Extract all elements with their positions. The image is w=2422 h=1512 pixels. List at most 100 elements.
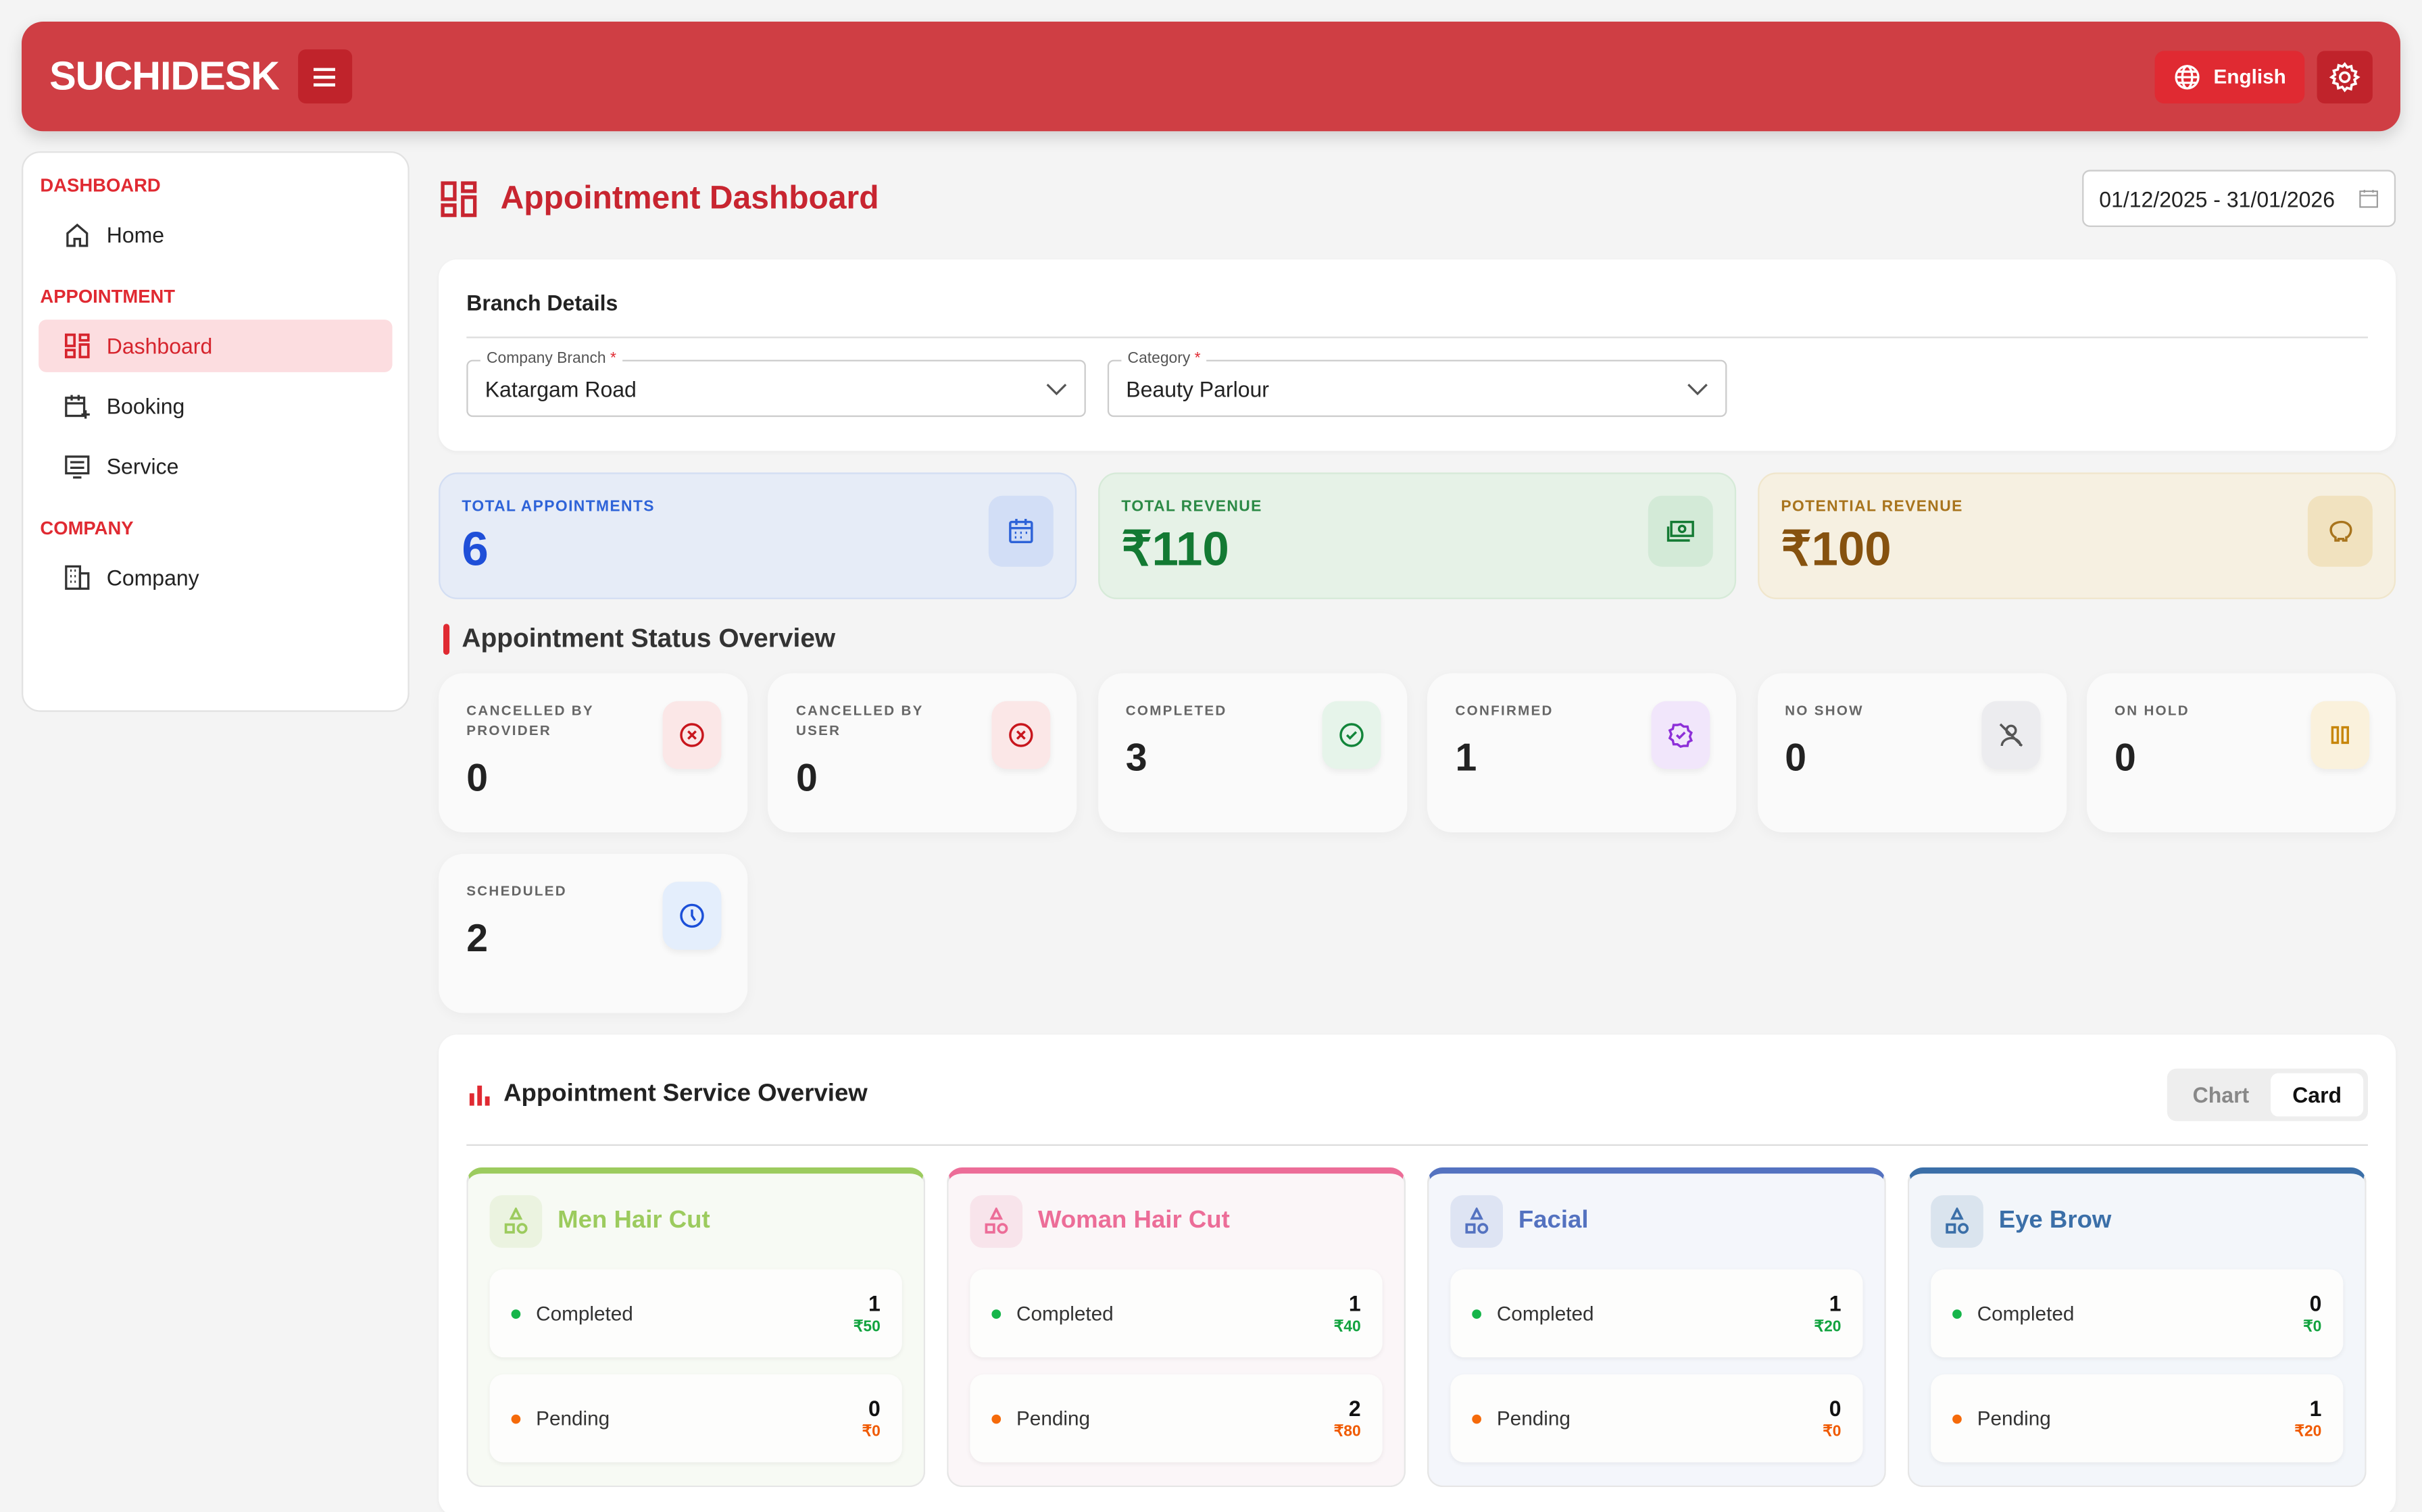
top-header: SUCHIDESK English bbox=[21, 21, 2400, 132]
sidebar-item-service[interactable]: Service bbox=[39, 440, 392, 493]
completed-row: Completed 1 ₹20 bbox=[1450, 1269, 1863, 1358]
calendar-icon bbox=[2359, 189, 2378, 208]
x-circle-icon bbox=[1010, 723, 1034, 747]
service-name: Men Hair Cut bbox=[558, 1207, 710, 1234]
status-dot bbox=[991, 1413, 1002, 1423]
status-label: CONFIRMED bbox=[1455, 702, 1554, 718]
chart-view-button[interactable]: Chart bbox=[2192, 1082, 2250, 1107]
status-value: 3 bbox=[1125, 736, 1147, 780]
category-label: Category * bbox=[1121, 350, 1207, 368]
row-count: 1 bbox=[1348, 1290, 1361, 1316]
language-button[interactable]: English bbox=[2154, 50, 2305, 103]
row-count: 1 bbox=[1829, 1290, 1842, 1316]
row-amount: ₹20 bbox=[2294, 1423, 2322, 1441]
status-dot bbox=[1952, 1309, 1962, 1318]
date-range-picker[interactable]: 01/12/2025 - 31/01/2026 bbox=[2082, 170, 2396, 227]
sidebar-item-home[interactable]: Home bbox=[39, 209, 392, 261]
company-branch-select[interactable]: Company Branch * Katargam Road bbox=[466, 350, 1086, 418]
chevron-down-icon bbox=[1687, 382, 1708, 395]
row-count: 0 bbox=[868, 1396, 881, 1421]
sidebar-item-dashboard[interactable]: Dashboard bbox=[39, 320, 393, 372]
pause-icon bbox=[2331, 726, 2349, 745]
status-value: 0 bbox=[796, 756, 818, 800]
kpi-value: ₹110 bbox=[1121, 522, 1229, 576]
sidebar-item-company[interactable]: Company bbox=[39, 551, 392, 604]
row-label: Completed bbox=[1496, 1301, 1594, 1326]
chevron-down-icon bbox=[1046, 382, 1067, 395]
status-card: CONFIRMED 1 bbox=[1427, 673, 1737, 832]
status-card: ON HOLD 0 bbox=[2086, 673, 2396, 832]
globe-icon bbox=[2175, 64, 2200, 89]
required-mark: * bbox=[610, 350, 616, 368]
hamburger-icon bbox=[314, 67, 336, 86]
sidebar-item-label: Home bbox=[106, 222, 165, 247]
page-title: Appointment Dashboard bbox=[500, 180, 879, 216]
completed-row: Completed 1 ₹40 bbox=[970, 1269, 1383, 1358]
kpi-label: POTENTIAL REVENUE bbox=[1781, 499, 1963, 516]
status-dot bbox=[1472, 1309, 1481, 1318]
piggy-bank-icon bbox=[2329, 520, 2352, 542]
status-card: COMPLETED 3 bbox=[1097, 673, 1407, 832]
status-label: CANCELLED BY PROVIDER bbox=[466, 702, 594, 738]
category-value: Beauty Parlour bbox=[1126, 376, 1269, 401]
row-count: 1 bbox=[868, 1290, 881, 1316]
label-text: Company Branch bbox=[486, 350, 606, 368]
row-amount: ₹20 bbox=[1814, 1318, 1842, 1336]
status-value: 0 bbox=[466, 756, 489, 800]
sidebar-section-company: COMPANY bbox=[40, 517, 134, 539]
row-label: Completed bbox=[1016, 1301, 1114, 1326]
status-label: COMPLETED bbox=[1125, 702, 1227, 718]
sidebar-section-dashboard: DASHBOARD bbox=[40, 174, 161, 197]
status-label: SCHEDULED bbox=[466, 883, 567, 899]
kpi-value: 6 bbox=[462, 522, 489, 576]
pending-row: Pending 0 ₹0 bbox=[1450, 1374, 1863, 1463]
row-label: Pending bbox=[1496, 1407, 1571, 1430]
gear-icon bbox=[2329, 61, 2361, 92]
status-overview-header: Appointment Status Overview bbox=[443, 624, 2396, 655]
row-amount: ₹0 bbox=[2303, 1318, 2322, 1336]
settings-button[interactable] bbox=[2317, 50, 2373, 103]
pending-row: Pending 1 ₹20 bbox=[1931, 1374, 2344, 1463]
company-branch-value: Katargam Road bbox=[485, 376, 637, 401]
shapes-icon bbox=[1465, 1207, 1489, 1234]
status-dot bbox=[1472, 1413, 1481, 1423]
sidebar-item-label: Booking bbox=[106, 393, 185, 419]
date-range-value: 01/12/2025 - 31/01/2026 bbox=[2099, 186, 2336, 211]
kpi-total-revenue: TOTAL REVENUE ₹110 bbox=[1098, 472, 1737, 599]
card-view-button[interactable]: Card bbox=[2271, 1072, 2364, 1116]
pending-row: Pending 0 ₹0 bbox=[489, 1374, 902, 1463]
user-off-icon bbox=[1998, 723, 2023, 747]
accent-bar bbox=[443, 624, 450, 655]
category-select[interactable]: Category * Beauty Parlour bbox=[1107, 350, 1727, 418]
row-label: Completed bbox=[536, 1301, 633, 1326]
row-count: 2 bbox=[1348, 1396, 1361, 1421]
service-overview-title: Appointment Service Overview bbox=[503, 1080, 868, 1107]
completed-row: Completed 0 ₹0 bbox=[1931, 1269, 2344, 1358]
row-amount: ₹40 bbox=[1333, 1318, 1361, 1336]
building-icon bbox=[65, 565, 90, 590]
service-overview-panel: Appointment Service Overview Chart Card M… bbox=[439, 1034, 2396, 1512]
branch-details-title: Branch Details bbox=[466, 291, 2368, 338]
kpi-potential-revenue: POTENTIAL REVENUE ₹100 bbox=[1758, 472, 2396, 599]
sidebar-item-label: Company bbox=[106, 565, 199, 590]
row-count: 0 bbox=[1829, 1396, 1842, 1421]
row-label: Pending bbox=[536, 1407, 610, 1430]
row-amount: ₹50 bbox=[853, 1318, 881, 1336]
check-circle-icon bbox=[1339, 723, 1364, 747]
clock-icon bbox=[680, 903, 704, 928]
dashboard-icon bbox=[441, 181, 477, 218]
status-value: 1 bbox=[1455, 736, 1477, 780]
sidebar-item-booking[interactable]: Booking bbox=[39, 380, 392, 432]
menu-toggle-button[interactable] bbox=[297, 49, 352, 104]
calendar-icon bbox=[1009, 518, 1033, 543]
status-value: 0 bbox=[2115, 736, 2136, 780]
service-card: Men Hair Cut Completed 1 ₹50 Pending 0 ₹0 bbox=[466, 1167, 926, 1488]
bar-chart-icon bbox=[469, 1084, 490, 1105]
status-card: CANCELLED BY PROVIDER 0 bbox=[439, 673, 748, 832]
sidebar: DASHBOARD Home APPOINTMENT Dashboard Boo… bbox=[21, 151, 410, 712]
status-card: NO SHOW 0 bbox=[1757, 673, 2067, 832]
row-count: 1 bbox=[2309, 1396, 2322, 1421]
row-label: Completed bbox=[1977, 1301, 2075, 1326]
home-icon bbox=[66, 223, 89, 247]
status-card: SCHEDULED 2 bbox=[439, 853, 748, 1013]
